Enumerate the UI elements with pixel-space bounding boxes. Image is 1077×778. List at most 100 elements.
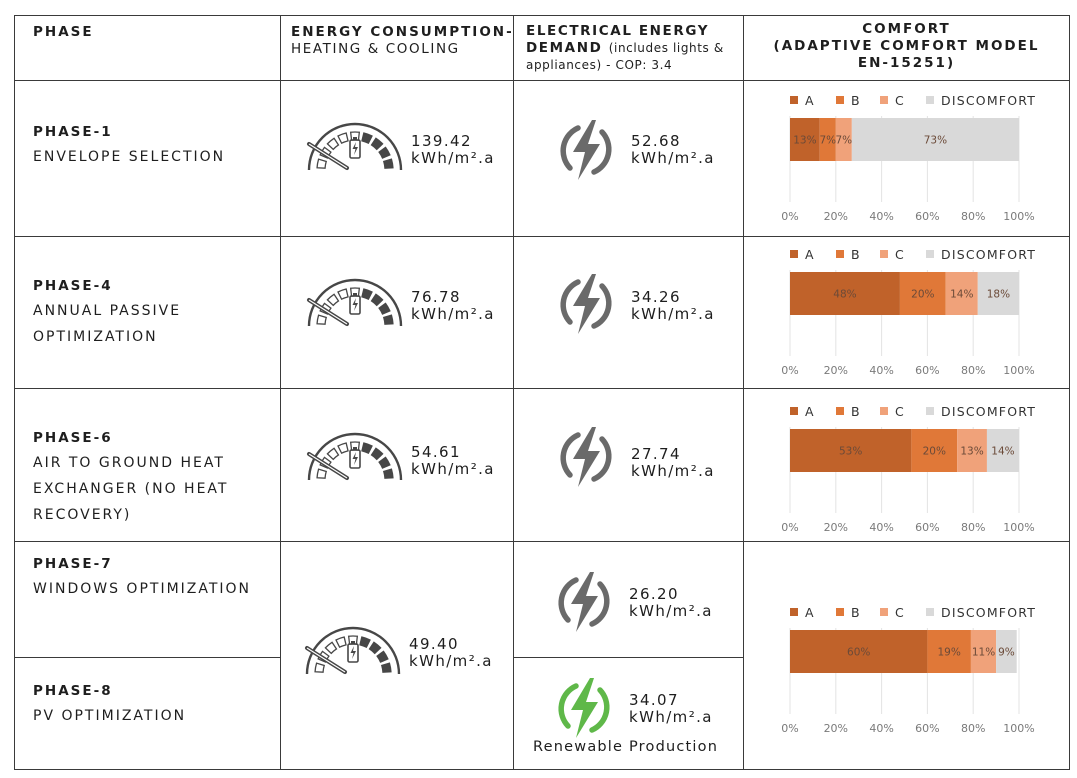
data-label: 53% — [839, 446, 862, 458]
gauge-segment — [378, 456, 391, 469]
lightning-icon — [556, 272, 616, 340]
column-divider — [280, 15, 281, 770]
gauge-segment — [326, 447, 340, 461]
gauge-segment — [378, 302, 391, 315]
gauge-segment — [370, 447, 384, 461]
legend-label: B — [851, 247, 861, 262]
bar-segment — [835, 118, 852, 161]
gauge-segment — [335, 636, 347, 649]
gauge-outer-arc — [305, 626, 401, 675]
tick-label: 20% — [824, 722, 848, 735]
tick-label: 60% — [915, 722, 939, 735]
legend-label: C — [895, 247, 905, 262]
data-label: 48% — [833, 289, 856, 301]
header-electric: ELECTRICAL ENERGY DEMAND (includes light… — [526, 23, 724, 74]
electric-value: 52.68 kWh/m².a — [631, 132, 715, 167]
legend-label: A — [805, 605, 815, 620]
table-border-bottom — [14, 769, 1070, 770]
legend-swatch — [926, 96, 934, 104]
battery-cap — [353, 293, 357, 296]
phase-title: PHASE-4 — [33, 278, 113, 294]
gauge-segment — [316, 158, 328, 169]
bolt-ring-right — [591, 283, 612, 329]
gauge-segment — [370, 137, 384, 151]
gauge-segment — [326, 137, 340, 151]
header-electric-note: (includes lights & — [608, 41, 724, 55]
legend-swatch — [926, 250, 934, 258]
gauge-outer-arc — [307, 432, 403, 481]
legend-swatch — [836, 96, 844, 104]
bar-segment — [996, 630, 1017, 673]
data-label: 19% — [937, 647, 960, 659]
tick-label: 100% — [1003, 521, 1034, 534]
renewable-production-label: Renewable Production — [533, 739, 719, 755]
bar-segment — [790, 118, 820, 161]
comfort-chart: A B C DISCOMFORT 0% 20% 40% 60% 80% 100% 13% 7% 7% 73… — [776, 90, 1062, 234]
gauge-segment — [380, 662, 392, 673]
energy-value: 76.78 kWh/m².a — [411, 288, 495, 323]
gauge-icon — [303, 274, 407, 336]
data-label: 13% — [793, 135, 816, 147]
gauge-needle-highlight — [306, 647, 346, 673]
legend-label: A — [805, 247, 815, 262]
header-energy: ENERGY CONSUMPTION- HEATING & COOLING — [291, 24, 514, 58]
electric-value: 26.20 kWh/m².a — [629, 585, 713, 620]
legend-label: A — [805, 404, 815, 419]
bolt-ring-left — [558, 683, 579, 729]
battery-bolt — [350, 646, 356, 659]
gauge-segment — [314, 662, 326, 673]
bar-segment — [957, 429, 987, 472]
header-electric-demand: DEMAND — [526, 40, 603, 56]
tick-label: 0% — [781, 210, 798, 223]
gauge-segment — [324, 641, 338, 655]
gauge-segment — [326, 293, 340, 307]
comfort-chart: A B C DISCOMFORT 0% 20% 40% 60% 80% 100% 60% 19% 11%… — [776, 602, 1062, 746]
phase-title: PHASE-6 — [33, 430, 113, 446]
legend-label: C — [895, 605, 905, 620]
legend-label: A — [805, 93, 815, 108]
gauge-segment — [378, 146, 391, 159]
tick-label: 100% — [1003, 722, 1034, 735]
comfort-chart: A B C DISCOMFORT 0% 20% 40% 60% 80% 100% 53% 20% 13%… — [776, 401, 1062, 545]
comfort-chart: A B C DISCOMFORT 0% 20% 40% 60% 80% 100% 48% 20% 14%… — [776, 244, 1062, 388]
electric-value: 27.74 kWh/m².a — [631, 445, 715, 480]
tick-label: 40% — [869, 722, 893, 735]
table-border-right — [1069, 15, 1070, 770]
gauge-icon — [303, 118, 407, 180]
data-label: 7% — [819, 135, 836, 147]
gauge-segment — [382, 158, 394, 169]
header-electric-line3: appliances) - COP: 3.4 — [526, 58, 673, 72]
phase-title: PHASE-7 — [33, 556, 113, 572]
bolt-shape — [573, 274, 600, 334]
bar-segment — [790, 630, 928, 673]
legend-swatch — [790, 250, 798, 258]
electric-value: 34.07 kWh/m².a — [629, 691, 713, 726]
gauge-segment — [382, 314, 394, 325]
battery-bolt — [352, 298, 358, 311]
tick-label: 20% — [824, 521, 848, 534]
tick-label: 20% — [824, 364, 848, 377]
legend-swatch — [790, 608, 798, 616]
legend-label: B — [851, 93, 861, 108]
tick-label: 0% — [781, 521, 798, 534]
gauge-segment — [361, 442, 373, 455]
bolt-ring-left — [560, 432, 581, 478]
bolt-ring-right — [591, 436, 612, 482]
bar-segment — [970, 630, 997, 673]
header-energy-line1: ENERGY CONSUMPTION- — [291, 24, 514, 40]
bolt-ring-left — [558, 577, 579, 623]
gauge-segment — [361, 132, 373, 145]
tick-label: 60% — [915, 210, 939, 223]
lightning-icon — [554, 570, 614, 638]
data-label: 20% — [911, 289, 934, 301]
data-label: 9% — [998, 647, 1015, 659]
column-divider — [513, 15, 514, 770]
bolt-ring-right — [589, 687, 610, 733]
legend-label: DISCOMFORT — [941, 605, 1036, 620]
gauge-segment — [316, 314, 328, 325]
bolt-ring-right — [589, 581, 610, 627]
battery-bolt — [352, 142, 358, 155]
gauge-segment — [382, 468, 394, 479]
bar-segment — [945, 272, 978, 315]
